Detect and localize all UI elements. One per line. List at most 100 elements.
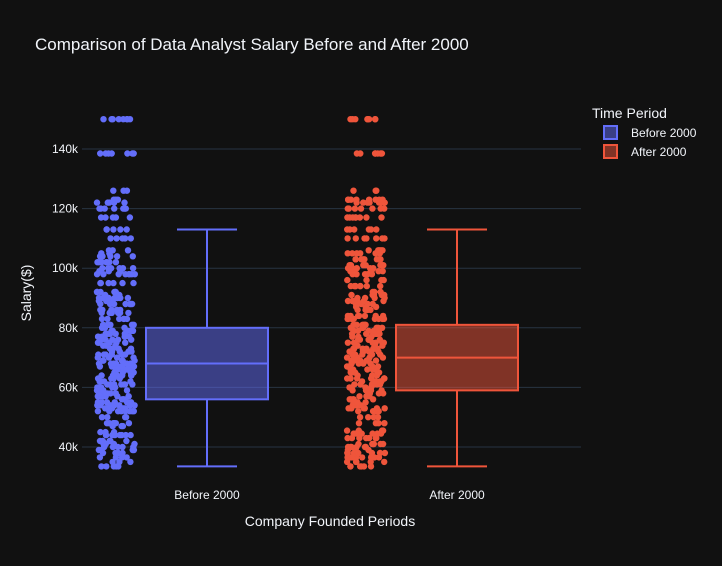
data-point <box>109 327 116 334</box>
data-point <box>363 282 370 290</box>
data-point <box>104 414 111 421</box>
data-point <box>372 116 379 123</box>
data-point <box>109 458 116 466</box>
data-point <box>107 235 114 242</box>
data-point <box>365 247 372 254</box>
data-point <box>99 265 106 272</box>
data-point <box>120 315 128 323</box>
data-point <box>363 276 370 284</box>
data-point <box>96 205 103 212</box>
data-point <box>350 187 357 194</box>
data-point <box>108 150 115 157</box>
data-point <box>350 321 357 328</box>
data-point <box>372 312 379 320</box>
data-point <box>93 199 101 206</box>
data-point <box>347 375 354 382</box>
data-point <box>361 312 369 320</box>
data-point <box>130 279 137 287</box>
data-point <box>361 294 369 302</box>
y-tick-label: 140k <box>52 142 79 156</box>
data-point <box>111 399 119 406</box>
data-point <box>123 387 131 394</box>
data-point <box>349 214 356 221</box>
data-point <box>381 405 388 412</box>
series-before-2000 <box>93 116 269 470</box>
data-point <box>102 330 109 337</box>
x-axis-label: Company Founded Periods <box>245 513 415 529</box>
data-point <box>97 214 105 221</box>
data-point <box>122 271 129 278</box>
data-point <box>111 381 118 388</box>
data-point <box>364 366 371 373</box>
data-point <box>358 454 366 461</box>
data-point <box>376 336 383 343</box>
data-point <box>375 268 382 275</box>
data-point <box>115 116 123 123</box>
data-point <box>103 259 111 266</box>
data-point <box>344 235 351 242</box>
data-point <box>378 262 386 269</box>
data-point <box>128 321 136 328</box>
data-point <box>98 250 105 257</box>
data-point <box>106 321 113 328</box>
data-point <box>345 205 352 212</box>
data-point <box>107 437 114 445</box>
data-point <box>379 427 387 434</box>
data-point <box>99 321 107 328</box>
data-point <box>372 357 380 364</box>
data-point <box>119 443 126 451</box>
data-point <box>131 440 138 448</box>
data-point <box>108 306 115 314</box>
data-point <box>364 116 371 123</box>
data-point <box>356 414 364 421</box>
data-point <box>109 214 117 221</box>
data-point <box>378 214 385 221</box>
data-point <box>352 458 360 466</box>
data-point <box>357 205 365 212</box>
data-point <box>113 354 121 361</box>
data-point <box>97 428 104 436</box>
data-point <box>355 440 362 448</box>
data-point <box>104 315 111 323</box>
data-point <box>114 336 122 343</box>
data-point <box>371 288 378 296</box>
data-point <box>360 262 367 269</box>
data-point <box>379 312 387 320</box>
data-point <box>347 196 355 203</box>
y-axis-label: Salary($) <box>18 265 34 322</box>
data-point <box>369 372 376 379</box>
data-point <box>125 420 133 427</box>
data-point <box>377 440 384 448</box>
data-point <box>124 247 132 254</box>
data-point <box>349 116 356 123</box>
data-point <box>118 396 126 403</box>
data-point <box>349 366 357 373</box>
data-point <box>344 226 351 233</box>
data-point <box>111 205 118 212</box>
x-tick-label: After 2000 <box>429 488 485 502</box>
legend[interactable]: Time Period Before 2000 After 2000 <box>592 105 697 159</box>
data-point <box>377 256 384 263</box>
legend-entry-before-2000[interactable]: Before 2000 <box>603 125 697 140</box>
data-point <box>367 226 375 233</box>
y-tick-label: 120k <box>52 202 79 216</box>
data-point <box>102 291 109 299</box>
data-point <box>107 360 115 367</box>
data-point <box>99 306 106 314</box>
legend-entry-after-2000[interactable]: After 2000 <box>603 144 687 159</box>
data-point <box>369 205 376 212</box>
data-point <box>94 333 102 340</box>
data-point <box>353 250 360 257</box>
data-point <box>106 199 113 206</box>
data-point <box>373 226 380 233</box>
data-point <box>358 463 365 470</box>
data-point <box>127 458 134 466</box>
data-point <box>127 431 134 439</box>
legend-swatch <box>603 144 618 159</box>
data-point <box>372 196 379 203</box>
data-point <box>98 372 105 379</box>
data-point <box>362 443 369 451</box>
data-point <box>127 235 134 242</box>
data-point <box>98 315 106 323</box>
data-point <box>130 354 137 361</box>
